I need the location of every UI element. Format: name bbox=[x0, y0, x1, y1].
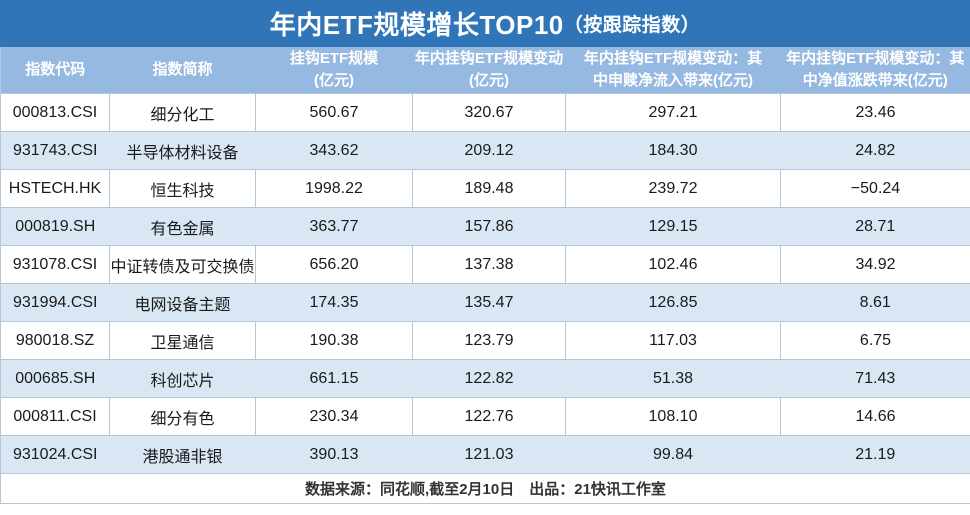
cell-net-inflow: 297.21 bbox=[565, 93, 781, 132]
cell-index-name: 港股通非银 bbox=[109, 435, 256, 474]
source-row: 数据来源：同花顺,截至2月10日 出品：21快讯工作室 bbox=[0, 473, 970, 504]
cell-index-name: 有色金属 bbox=[109, 207, 256, 246]
table-row: 000813.CSI 细分化工 560.67 320.67 297.21 23.… bbox=[0, 93, 970, 132]
cell-net-inflow: 129.15 bbox=[565, 207, 781, 246]
cell-net-inflow: 51.38 bbox=[565, 359, 781, 398]
etf-growth-table: 指数代码 指数简称 挂钩ETF规模 (亿元) 年内挂钩ETF规模变动 (亿元) 年内… bbox=[0, 47, 970, 504]
column-header-scale-change: 年内挂钩ETF规模变动 (亿元) bbox=[412, 47, 566, 94]
cell-nav-change: 6.75 bbox=[780, 321, 970, 360]
cell-scale-change: 209.12 bbox=[412, 131, 566, 170]
cell-scale-change: 135.47 bbox=[412, 283, 566, 322]
table-row: 931024.CSI 港股通非银 390.13 121.03 99.84 21.… bbox=[0, 435, 970, 474]
cell-scale-change: 123.79 bbox=[412, 321, 566, 360]
cell-index-code: 000813.CSI bbox=[0, 93, 110, 132]
cell-index-name: 恒生科技 bbox=[109, 169, 256, 208]
cell-index-code: 931994.CSI bbox=[0, 283, 110, 322]
cell-nav-change: 8.61 bbox=[780, 283, 970, 322]
cell-index-code: 931743.CSI bbox=[0, 131, 110, 170]
cell-scale-change: 122.82 bbox=[412, 359, 566, 398]
table-row: 980018.SZ 卫星通信 190.38 123.79 117.03 6.75 bbox=[0, 321, 970, 360]
cell-index-name: 科创芯片 bbox=[109, 359, 256, 398]
cell-nav-change: 71.43 bbox=[780, 359, 970, 398]
cell-nav-change: 14.66 bbox=[780, 397, 970, 436]
cell-scale-change: 157.86 bbox=[412, 207, 566, 246]
column-header-net-inflow: 年内挂钩ETF规模变动：其 中申赎净流入带来(亿元) bbox=[565, 47, 781, 94]
cell-index-code: 931078.CSI bbox=[0, 245, 110, 284]
cell-etf-scale: 656.20 bbox=[255, 245, 413, 284]
table-row: 931994.CSI 电网设备主题 174.35 135.47 126.85 8… bbox=[0, 283, 970, 322]
cell-etf-scale: 230.34 bbox=[255, 397, 413, 436]
cell-etf-scale: 343.62 bbox=[255, 131, 413, 170]
cell-net-inflow: 126.85 bbox=[565, 283, 781, 322]
cell-net-inflow: 102.46 bbox=[565, 245, 781, 284]
cell-index-name: 卫星通信 bbox=[109, 321, 256, 360]
cell-index-code: 980018.SZ bbox=[0, 321, 110, 360]
cell-etf-scale: 390.13 bbox=[255, 435, 413, 474]
cell-index-code: 000819.SH bbox=[0, 207, 110, 246]
page-title-qualifier: （按跟踪指数） bbox=[563, 15, 701, 36]
cell-scale-change: 121.03 bbox=[412, 435, 566, 474]
cell-index-name: 细分化工 bbox=[109, 93, 256, 132]
page-title: 年内ETF规模增长TOP10 bbox=[269, 10, 564, 40]
column-header-nav-change: 年内挂钩ETF规模变动：其 中净值涨跌带来(亿元) bbox=[780, 47, 970, 94]
table-row: 931743.CSI 半导体材料设备 343.62 209.12 184.30 … bbox=[0, 131, 970, 170]
cell-scale-change: 137.38 bbox=[412, 245, 566, 284]
cell-etf-scale: 363.77 bbox=[255, 207, 413, 246]
cell-etf-scale: 190.38 bbox=[255, 321, 413, 360]
table-row: 000685.SH 科创芯片 661.15 122.82 51.38 71.43 bbox=[0, 359, 970, 398]
cell-scale-change: 122.76 bbox=[412, 397, 566, 436]
cell-net-inflow: 239.72 bbox=[565, 169, 781, 208]
title-bar: 年内ETF规模增长TOP10 （按跟踪指数） bbox=[0, 0, 970, 47]
cell-index-code: 931024.CSI bbox=[0, 435, 110, 474]
cell-index-code: 000811.CSI bbox=[0, 397, 110, 436]
column-header-index-name: 指数简称 bbox=[109, 47, 256, 94]
data-source-note: 数据来源：同花顺,截至2月10日 出品：21快讯工作室 bbox=[0, 473, 970, 504]
cell-etf-scale: 1998.22 bbox=[255, 169, 413, 208]
table-row: 000819.SH 有色金属 363.77 157.86 129.15 28.7… bbox=[0, 207, 970, 246]
cell-nav-change: 23.46 bbox=[780, 93, 970, 132]
cell-nav-change: 24.82 bbox=[780, 131, 970, 170]
table-row: HSTECH.HK 恒生科技 1998.22 189.48 239.72 −50… bbox=[0, 169, 970, 208]
table-row: 000811.CSI 细分有色 230.34 122.76 108.10 14.… bbox=[0, 397, 970, 436]
cell-net-inflow: 108.10 bbox=[565, 397, 781, 436]
cell-nav-change: −50.24 bbox=[780, 169, 970, 208]
cell-etf-scale: 661.15 bbox=[255, 359, 413, 398]
cell-etf-scale: 174.35 bbox=[255, 283, 413, 322]
column-header-etf-scale: 挂钩ETF规模 (亿元) bbox=[255, 47, 413, 94]
cell-index-name: 半导体材料设备 bbox=[109, 131, 256, 170]
cell-net-inflow: 117.03 bbox=[565, 321, 781, 360]
table-header-row: 指数代码 指数简称 挂钩ETF规模 (亿元) 年内挂钩ETF规模变动 (亿元) 年内… bbox=[0, 47, 970, 94]
cell-index-name: 中证转债及可交换债 bbox=[109, 245, 256, 284]
column-header-index-code: 指数代码 bbox=[0, 47, 110, 94]
cell-index-name: 电网设备主题 bbox=[109, 283, 256, 322]
table-row: 931078.CSI 中证转债及可交换债 656.20 137.38 102.4… bbox=[0, 245, 970, 284]
cell-index-code: 000685.SH bbox=[0, 359, 110, 398]
cell-scale-change: 320.67 bbox=[412, 93, 566, 132]
cell-nav-change: 21.19 bbox=[780, 435, 970, 474]
cell-net-inflow: 99.84 bbox=[565, 435, 781, 474]
cell-index-name: 细分有色 bbox=[109, 397, 256, 436]
cell-net-inflow: 184.30 bbox=[565, 131, 781, 170]
cell-nav-change: 34.92 bbox=[780, 245, 970, 284]
cell-index-code: HSTECH.HK bbox=[0, 169, 110, 208]
cell-scale-change: 189.48 bbox=[412, 169, 566, 208]
cell-nav-change: 28.71 bbox=[780, 207, 970, 246]
cell-etf-scale: 560.67 bbox=[255, 93, 413, 132]
